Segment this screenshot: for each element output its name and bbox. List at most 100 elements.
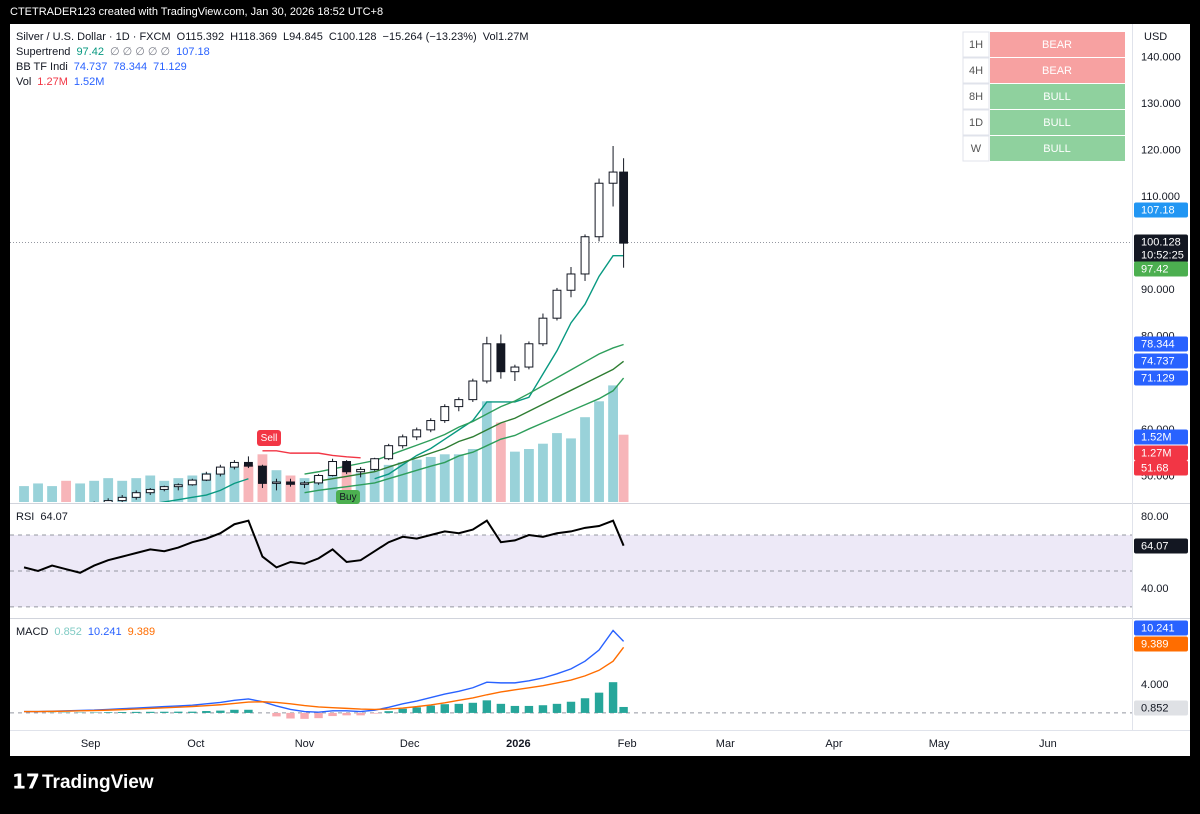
candle-body (146, 489, 154, 492)
histogram-bar (356, 713, 364, 715)
volume-bar (19, 486, 29, 502)
volume-bar (159, 481, 169, 502)
legend-item: 1.27M (37, 76, 68, 88)
legend-row: Vol 1.27M 1.52M (16, 76, 104, 88)
volume-bar (412, 460, 422, 502)
axis-badge-label: 71.129 (1141, 372, 1175, 384)
histogram-bar (384, 711, 392, 713)
histogram-bar (286, 713, 294, 719)
axis-badge-label: 51.68 (1141, 462, 1169, 474)
legend-item: Vol (16, 76, 31, 88)
histogram-bar (202, 711, 210, 713)
candle-body (273, 482, 281, 483)
trend-signal: BULL (1043, 91, 1071, 103)
histogram-bar (581, 698, 589, 713)
histogram-bar (525, 706, 533, 713)
logo: 𝟭𝟳 TradingView (12, 771, 154, 793)
trend-tf: 8H (969, 91, 983, 103)
candle-body (216, 467, 224, 474)
legend-item: 97.42 (76, 46, 104, 58)
candle-body (469, 381, 477, 400)
histogram-bar (553, 704, 561, 713)
volume-bar (552, 433, 562, 502)
histogram-bar (609, 682, 617, 713)
header: CTETRADER123 created with TradingView.co… (10, 6, 383, 18)
volume-bar (594, 401, 604, 502)
legend-item: 74.737 (74, 61, 108, 73)
volume-bar (75, 483, 85, 502)
axis-badge-label: 64.07 (1141, 540, 1169, 552)
axis-badge-label: 74.737 (1141, 355, 1175, 367)
axis-badge-label: 1.27M (1141, 447, 1172, 459)
histogram-bar (511, 706, 519, 713)
histogram-bar (497, 704, 505, 713)
volume-bar (566, 438, 576, 502)
candle-body (567, 274, 575, 290)
y-tick-label: 80.00 (1141, 511, 1169, 523)
x-tick-label: Sep (81, 738, 101, 750)
histogram-bar (455, 704, 463, 713)
candle-body (118, 497, 126, 500)
volume-bar (608, 385, 618, 502)
histogram-bar (230, 710, 238, 713)
volume-bar (496, 423, 506, 503)
histogram-bar (567, 702, 575, 713)
histogram-bar (342, 713, 350, 715)
histogram-bar (441, 704, 449, 713)
candle-body (620, 172, 628, 243)
candle-body (259, 466, 267, 483)
histogram-bar (539, 705, 547, 713)
candle-body (132, 493, 140, 498)
volume-bar (538, 444, 548, 502)
legend-item: MACD (16, 626, 48, 638)
volume-bar (89, 481, 99, 502)
candle-body (230, 462, 238, 467)
trend-signal: BEAR (1042, 65, 1072, 77)
y-tick-label: 130.000 (1141, 98, 1181, 110)
volume-bar (33, 483, 43, 502)
buy-label: Buy (339, 492, 356, 503)
legend-item: L94.845 (283, 31, 323, 43)
candle-body (174, 485, 182, 487)
volume-bar (384, 465, 394, 502)
legend-item: 9.389 (128, 626, 156, 638)
volume-bar (524, 449, 534, 502)
histogram-bar (413, 707, 421, 713)
logo-text: TradingView (42, 772, 154, 793)
legend-item: 0.852 (54, 626, 82, 638)
histogram-bar (300, 713, 308, 719)
candle-body (497, 344, 505, 372)
candle-body (609, 172, 617, 183)
legend-item: 1.52M (74, 76, 105, 88)
volume-bar (619, 435, 629, 502)
y-tick-label: 120.000 (1141, 145, 1181, 157)
legend-item: 71.129 (153, 61, 187, 73)
x-tick-label: May (929, 738, 950, 750)
y-tick-label: 90.000 (1141, 284, 1175, 296)
trend-tf: 4H (969, 65, 983, 77)
histogram-bar (244, 710, 252, 713)
volume-bar (468, 449, 478, 502)
histogram-bar (118, 712, 126, 713)
volume-bar (454, 454, 464, 502)
legend-item: Vol1.27M (483, 31, 529, 43)
legend-item: ∅ ∅ ∅ ∅ ∅ (110, 46, 170, 58)
legend-item: O115.392 (177, 31, 225, 43)
candle-body (483, 344, 491, 381)
candle-body (427, 421, 435, 430)
candle-body (315, 475, 323, 482)
histogram-bar (328, 713, 336, 716)
candle-body (511, 367, 519, 372)
histogram-bar (427, 706, 435, 713)
candle-body (329, 462, 337, 476)
histogram-bar (160, 712, 168, 713)
axis-badge-label: 97.42 (1141, 263, 1169, 275)
candle-body (385, 446, 393, 459)
histogram-bar (314, 713, 322, 718)
axis-badge-label: 9.389 (1141, 638, 1169, 650)
candle-body (188, 480, 196, 485)
trend-tf: 1D (969, 117, 983, 129)
